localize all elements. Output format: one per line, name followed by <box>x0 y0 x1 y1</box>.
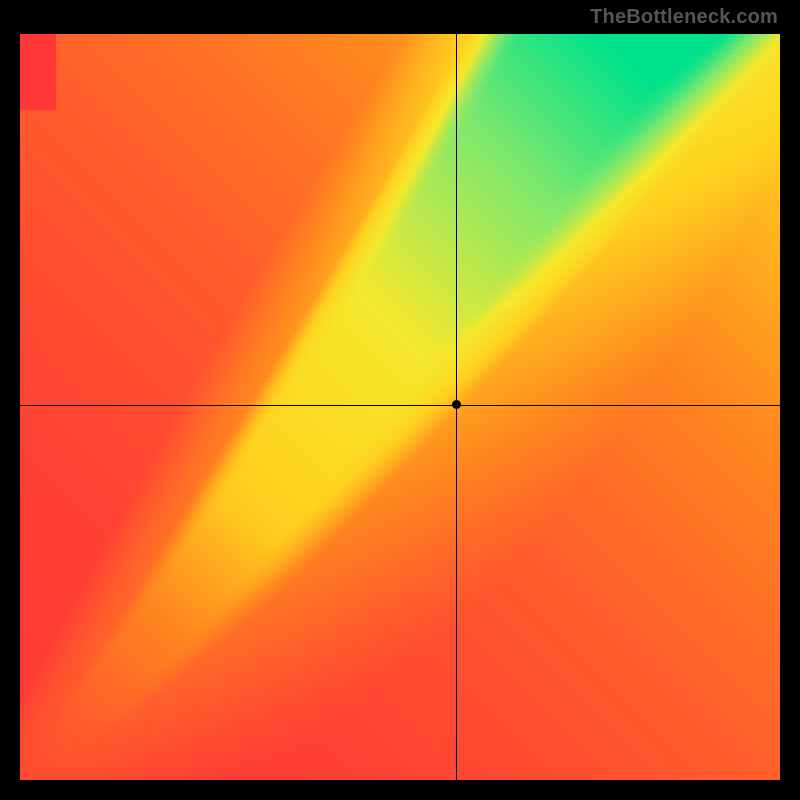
watermark-text: TheBottleneck.com <box>590 6 778 29</box>
crosshair-marker[interactable] <box>452 400 461 409</box>
crosshair-horizontal <box>20 405 780 406</box>
chart-container: TheBottleneck.com <box>0 0 800 800</box>
plot-area <box>20 34 780 780</box>
heatmap-canvas <box>20 34 780 780</box>
